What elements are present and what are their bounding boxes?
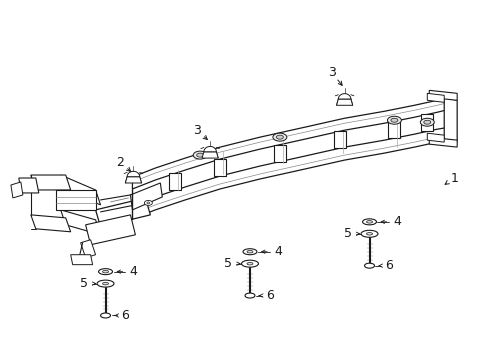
Polygon shape [132,96,449,189]
Polygon shape [427,133,443,142]
Polygon shape [31,175,71,190]
Ellipse shape [360,230,377,237]
Polygon shape [428,90,456,100]
Polygon shape [85,215,135,245]
Polygon shape [56,190,95,210]
Ellipse shape [144,201,152,206]
Polygon shape [132,127,448,219]
Text: 5: 5 [224,257,232,270]
Ellipse shape [196,153,203,157]
Ellipse shape [366,221,372,223]
Polygon shape [333,131,345,148]
Ellipse shape [423,120,430,124]
Polygon shape [19,178,39,193]
Polygon shape [338,94,350,99]
Polygon shape [11,182,23,198]
Text: 4: 4 [129,265,137,278]
Text: 4: 4 [273,245,281,258]
Polygon shape [169,174,181,190]
Ellipse shape [362,219,376,225]
Polygon shape [95,198,150,227]
Polygon shape [443,97,456,142]
Text: 5: 5 [80,277,87,290]
Ellipse shape [99,269,112,275]
Polygon shape [336,99,352,105]
Ellipse shape [102,282,108,285]
Ellipse shape [390,118,397,122]
Polygon shape [71,255,92,265]
Ellipse shape [97,280,114,287]
Polygon shape [125,177,141,183]
Ellipse shape [102,270,108,273]
Text: 6: 6 [385,259,392,272]
Ellipse shape [276,135,283,139]
Ellipse shape [386,116,401,124]
Ellipse shape [272,133,286,141]
Text: 1: 1 [449,171,457,185]
Polygon shape [427,93,443,102]
Text: 4: 4 [393,215,401,228]
Text: 6: 6 [265,289,273,302]
Polygon shape [214,159,225,176]
Ellipse shape [241,260,258,267]
Text: 3: 3 [327,66,335,79]
Polygon shape [81,240,95,258]
Polygon shape [127,171,140,177]
Polygon shape [202,152,218,158]
Text: 3: 3 [193,124,201,137]
Ellipse shape [364,263,374,268]
Ellipse shape [366,233,372,235]
Polygon shape [273,145,285,162]
Text: 2: 2 [116,156,124,168]
Polygon shape [61,210,101,235]
Ellipse shape [246,262,252,265]
Polygon shape [387,121,400,138]
Ellipse shape [244,293,254,298]
Text: 5: 5 [343,227,351,240]
Polygon shape [31,215,71,232]
Polygon shape [203,147,216,152]
Ellipse shape [243,249,256,255]
Ellipse shape [146,202,149,204]
Ellipse shape [420,118,433,126]
Ellipse shape [246,251,252,253]
Polygon shape [61,175,101,205]
Polygon shape [130,183,162,210]
Ellipse shape [101,313,110,318]
Polygon shape [428,137,456,147]
Ellipse shape [193,151,207,159]
Text: 6: 6 [122,309,129,322]
Polygon shape [421,114,432,131]
